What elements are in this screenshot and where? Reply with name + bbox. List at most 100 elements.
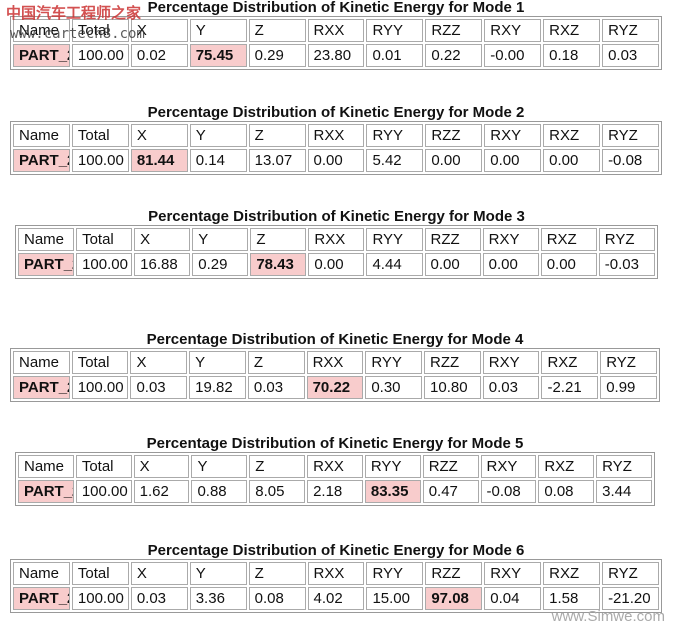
header-cell: RXX <box>307 455 363 478</box>
data-cell: 1.62 <box>133 480 190 503</box>
header-cell: RYY <box>366 124 424 147</box>
header-row: Name Total X Y Z RXX RYY RZZ RXY RXZ RYZ <box>13 19 659 42</box>
header-cell: Z <box>247 351 305 374</box>
data-cell: -2.21 <box>541 376 599 399</box>
header-cell: Y <box>189 19 247 42</box>
header-cell: RZZ <box>422 455 479 478</box>
header-cell: Total <box>76 228 133 251</box>
header-cell: Z <box>250 228 307 251</box>
header-cell: Z <box>248 562 306 585</box>
data-cell: 3.44 <box>596 480 652 503</box>
header-cell: RYZ <box>602 562 659 585</box>
data-cell: 15.00 <box>366 587 424 610</box>
data-cell: PART_2 <box>13 587 70 610</box>
header-cell: RXY <box>480 455 537 478</box>
watermark-url: www.cartech8.com <box>10 26 145 42</box>
data-cell: 0.08 <box>248 587 306 610</box>
header-cell: RYZ <box>596 455 652 478</box>
header-cell: Y <box>191 455 248 478</box>
table-title: Percentage Distribution of Kinetic Energ… <box>147 0 525 16</box>
header-row: Name Total X Y Z RXX RYY RZZ RXY RXZ RYZ <box>18 228 655 251</box>
data-cell: -0.08 <box>480 480 537 503</box>
data-cell: 0.00 <box>484 149 542 172</box>
header-cell: RYZ <box>602 124 659 147</box>
data-cell: 0.04 <box>484 587 542 610</box>
header-cell: RXY <box>484 124 542 147</box>
data-cell: 100.00 <box>75 480 132 503</box>
header-row: Name Total X Y Z RXX RYY RZZ RXY RXZ RYZ <box>13 351 657 374</box>
header-cell: Total <box>71 19 129 42</box>
data-cell: 0.02 <box>130 44 188 67</box>
header-cell: Name <box>13 351 70 374</box>
header-cell: X <box>130 124 188 147</box>
data-row: PART_2 100.00 81.44 0.14 13.07 0.00 5.42 0.00 0.… <box>13 149 659 172</box>
header-cell: RYY <box>365 351 423 374</box>
data-cell: 0.03 <box>247 376 305 399</box>
header-cell: Name <box>18 228 75 251</box>
data-cell: -0.08 <box>602 149 659 172</box>
data-cell: 0.18 <box>543 44 601 67</box>
data-cell: 70.22 <box>306 376 364 399</box>
header-cell: Y <box>189 124 247 147</box>
data-cell: PART_2 <box>13 149 70 172</box>
header-cell: Y <box>189 351 246 374</box>
data-cell: 1.58 <box>543 587 601 610</box>
header-cell: X <box>130 562 188 585</box>
header-cell: X <box>134 228 191 251</box>
header-cell: RXX <box>308 228 365 251</box>
table-block: Percentage Distribution of Kinetic Energ… <box>10 543 662 613</box>
watermark-url: www.Simwe.com <box>551 608 665 625</box>
table-title: Percentage Distribution of Kinetic Energ… <box>148 208 525 225</box>
data-cell: 0.88 <box>191 480 248 503</box>
header-cell: RXZ <box>543 562 601 585</box>
data-cell: 0.03 <box>482 376 540 399</box>
header-cell: RXX <box>307 19 365 42</box>
header-cell: RZZ <box>425 562 483 585</box>
header-cell: X <box>130 19 188 42</box>
data-cell: 10.80 <box>424 376 481 399</box>
data-cell: 0.00 <box>308 253 365 276</box>
header-cell: Z <box>249 455 306 478</box>
header-cell: Z <box>248 19 306 42</box>
data-cell: PART_2 <box>18 480 74 503</box>
data-cell: 0.00 <box>307 149 365 172</box>
data-cell: 0.00 <box>543 149 601 172</box>
header-cell: Y <box>189 562 247 585</box>
table-title: Percentage Distribution of Kinetic Energ… <box>146 435 524 452</box>
data-cell: 0.01 <box>366 44 424 67</box>
data-cell: 8.05 <box>249 480 306 503</box>
data-cell: 100.00 <box>71 376 129 399</box>
table-title: Percentage Distribution of Kinetic Energ… <box>147 104 525 121</box>
data-cell: 0.14 <box>189 149 247 172</box>
data-cell: 0.22 <box>425 44 483 67</box>
header-cell: RZZ <box>425 124 483 147</box>
data-cell: 0.47 <box>422 480 479 503</box>
header-cell: RYY <box>366 228 423 251</box>
header-cell: RYZ <box>602 19 659 42</box>
data-cell: 19.82 <box>189 376 246 399</box>
header-cell: RZZ <box>425 19 483 42</box>
data-cell: 81.44 <box>130 149 188 172</box>
header-cell: Name <box>18 455 74 478</box>
data-cell: 100.00 <box>71 149 129 172</box>
data-cell: 75.45 <box>189 44 247 67</box>
data-row: PART_2 100.00 0.02 75.45 0.29 23.80 0.01 0.22 -0… <box>13 44 659 67</box>
header-cell: RXY <box>484 19 542 42</box>
data-table: NameTotalXYZRXXRYYRZZRXYRXZRYZPART_2100.… <box>15 452 655 506</box>
header-cell: RYZ <box>600 351 657 374</box>
data-cell: 97.08 <box>425 587 483 610</box>
data-cell: 100.00 <box>71 587 129 610</box>
header-cell: RYZ <box>598 228 655 251</box>
table-block: Percentage Distribution of Kinetic Energ… <box>10 105 662 175</box>
data-cell: 23.80 <box>307 44 365 67</box>
data-row: PART_2 100.00 0.03 3.36 0.08 4.02 15.00 97.08 0.… <box>13 587 659 610</box>
data-cell: 0.00 <box>425 149 483 172</box>
data-cell: 0.29 <box>248 44 306 67</box>
header-cell: RYY <box>366 562 424 585</box>
table-title: Percentage Distribution of Kinetic Energ… <box>147 542 525 559</box>
header-row: Name Total X Y Z RXX RYY RZZ RXY RXZ RYZ <box>13 124 659 147</box>
data-table: NameTotalXYZRXXRYYRZZRXYRXZRYZPART_2100.… <box>15 225 658 279</box>
data-cell: 2.18 <box>307 480 363 503</box>
